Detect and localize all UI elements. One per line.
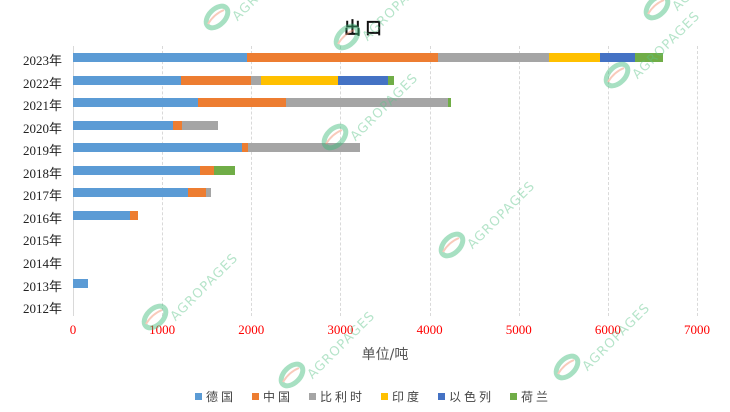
gridline	[518, 46, 520, 316]
x-tick-label: 2000	[238, 322, 265, 337]
bar-segment	[213, 165, 236, 175]
y-tick-label: 2014年	[22, 255, 62, 271]
x-tick-label: 0	[69, 322, 77, 337]
gridline	[607, 46, 609, 316]
y-tick-label: 2021年	[22, 98, 62, 114]
legend-item: 比利时	[308, 388, 365, 405]
y-tick-label: 2020年	[22, 120, 62, 136]
legend-label: 以色列	[449, 390, 495, 404]
gridline	[251, 46, 253, 316]
legend-swatch-icon	[251, 393, 259, 400]
bar-segment	[73, 188, 189, 198]
legend-label: 比利时	[319, 390, 365, 404]
bar-segment	[242, 143, 249, 153]
bar-segment	[73, 165, 200, 175]
legend-swatch-icon	[308, 393, 316, 400]
legend-item: 德国	[194, 388, 236, 405]
bar-segment	[73, 75, 181, 85]
y-tick-label: 2013年	[22, 278, 62, 294]
legend-item: 以色列	[438, 388, 494, 405]
legend-label: 中国	[262, 390, 293, 404]
x-tick-label: 5000	[505, 322, 532, 337]
bar-segment	[130, 210, 138, 220]
legend: 德国 中国 比利时 印度 以色列 荷兰	[0, 388, 730, 405]
bar-segment	[188, 188, 207, 198]
bar-segment	[250, 75, 262, 85]
legend-item: 中国	[251, 388, 293, 405]
bar-segment	[73, 120, 174, 130]
x-tick-label: 6000	[594, 322, 621, 337]
bar-segment	[599, 53, 636, 62]
bar-segment	[387, 75, 395, 85]
gridline	[429, 46, 431, 316]
gridline	[340, 46, 342, 316]
y-tick-label: 2023年	[22, 53, 62, 68]
bar-row	[73, 75, 395, 85]
y-tick-label: 2012年	[22, 301, 62, 317]
bar-row	[73, 53, 663, 62]
x-tick-label: 3000	[327, 322, 354, 337]
legend-swatch-icon	[194, 393, 202, 400]
legend-swatch-icon	[438, 393, 446, 400]
gridline	[697, 46, 698, 316]
bar-segment	[73, 210, 131, 220]
bar-row	[73, 165, 236, 175]
legend-item: 荷兰	[510, 388, 551, 405]
legend-swatch-icon	[381, 393, 388, 400]
legend-label: 荷兰	[521, 390, 552, 404]
gridline	[162, 46, 164, 316]
bar-row	[73, 278, 89, 288]
bar-segment	[448, 98, 452, 108]
y-tick-label: 2015年	[22, 233, 62, 249]
bar-segment	[206, 188, 212, 198]
y-tick-label: 2018年	[22, 165, 62, 181]
bar-segment	[248, 143, 360, 153]
bar-segment	[635, 53, 663, 62]
bar-segment	[73, 143, 243, 153]
bar-segment	[285, 98, 449, 108]
bar-segment	[181, 120, 219, 130]
bar-segment	[198, 98, 286, 108]
bar-segment	[199, 165, 214, 175]
y-tick-label: 2019年	[22, 143, 62, 159]
x-axis-label: 单位/吨	[361, 347, 409, 363]
bar-row	[73, 188, 212, 198]
bar-segment	[261, 75, 338, 85]
bar-segment	[438, 53, 549, 62]
y-tick-label: 2022年	[22, 75, 62, 91]
bar-segment	[73, 278, 89, 288]
bar-segment	[548, 53, 600, 62]
bar-row	[73, 120, 219, 130]
bar-segment	[73, 98, 199, 108]
bar-row	[73, 98, 452, 108]
bar-row	[73, 143, 360, 153]
plot-area	[73, 46, 698, 316]
x-tick-label: 7000	[684, 322, 710, 337]
y-axis-line	[73, 46, 74, 316]
bar-segment	[337, 75, 388, 85]
bar-row	[73, 210, 138, 220]
x-tick-label: 1000	[149, 322, 176, 337]
watermark-text: AGROPAGES	[670, 0, 730, 14]
legend-label: 印度	[392, 390, 423, 404]
bar-segment	[73, 53, 247, 62]
legend-item: 印度	[381, 388, 422, 405]
bar-segment	[246, 53, 439, 62]
legend-swatch-icon	[510, 393, 518, 400]
y-tick-label: 2017年	[22, 188, 62, 204]
y-tick-label: 2016年	[22, 210, 62, 226]
bar-segment	[180, 75, 251, 85]
bar-segment	[173, 120, 182, 130]
legend-label: 德国	[205, 390, 236, 404]
chart-title: 出口	[344, 19, 386, 39]
x-tick-label: 4000	[416, 322, 443, 337]
